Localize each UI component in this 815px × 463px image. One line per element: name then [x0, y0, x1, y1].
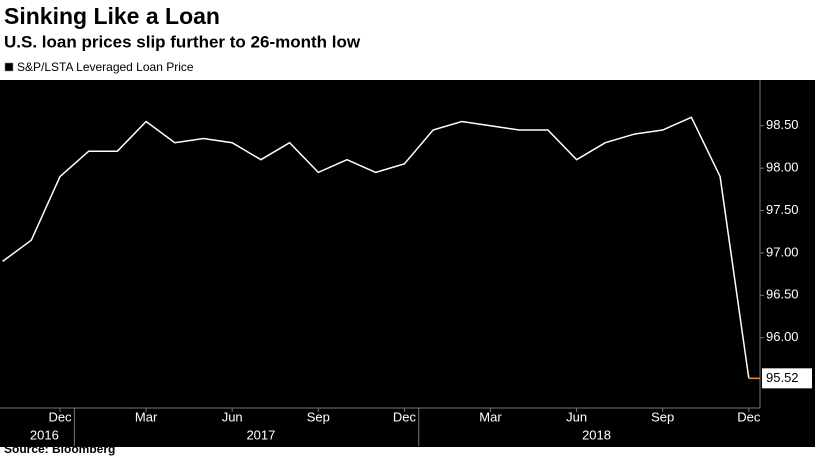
- x-tick-label: Dec: [48, 409, 72, 424]
- x-tick-label: Mar: [135, 409, 158, 424]
- x-tick-label: Mar: [479, 409, 502, 424]
- legend-label: S&P/LSTA Leveraged Loan Price: [17, 60, 194, 74]
- source: Source: Bloomberg: [4, 442, 115, 456]
- year-label: 2018: [582, 427, 611, 442]
- chart-title: Sinking Like a Loan: [4, 3, 220, 29]
- last-value-box: [762, 368, 812, 389]
- series-line: [2, 116, 750, 379]
- x-tick-label: Dec: [393, 409, 417, 424]
- x-tick-label: Sep: [651, 409, 674, 424]
- chart-subtitle: U.S. loan prices slip further to 26-mont…: [4, 32, 361, 51]
- x-tick-label: Dec: [737, 409, 761, 424]
- y-tick-label: 97.50: [766, 202, 799, 217]
- x-tick-label: Jun: [566, 409, 587, 424]
- year-label: 2017: [246, 427, 275, 442]
- last-value-label: 95.52: [766, 370, 799, 385]
- y-tick-label: 96.00: [766, 329, 799, 344]
- x-tick-label: Sep: [307, 409, 330, 424]
- y-tick-label: 98.00: [766, 160, 799, 175]
- y-tick-label: 97.00: [766, 244, 799, 259]
- year-label: 2016: [30, 427, 59, 442]
- legend-swatch: [4, 62, 14, 72]
- x-tick-label: Jun: [222, 409, 243, 424]
- y-tick-label: 96.50: [766, 287, 799, 302]
- y-tick-label: 98.50: [766, 117, 799, 132]
- plot-background: [0, 80, 815, 447]
